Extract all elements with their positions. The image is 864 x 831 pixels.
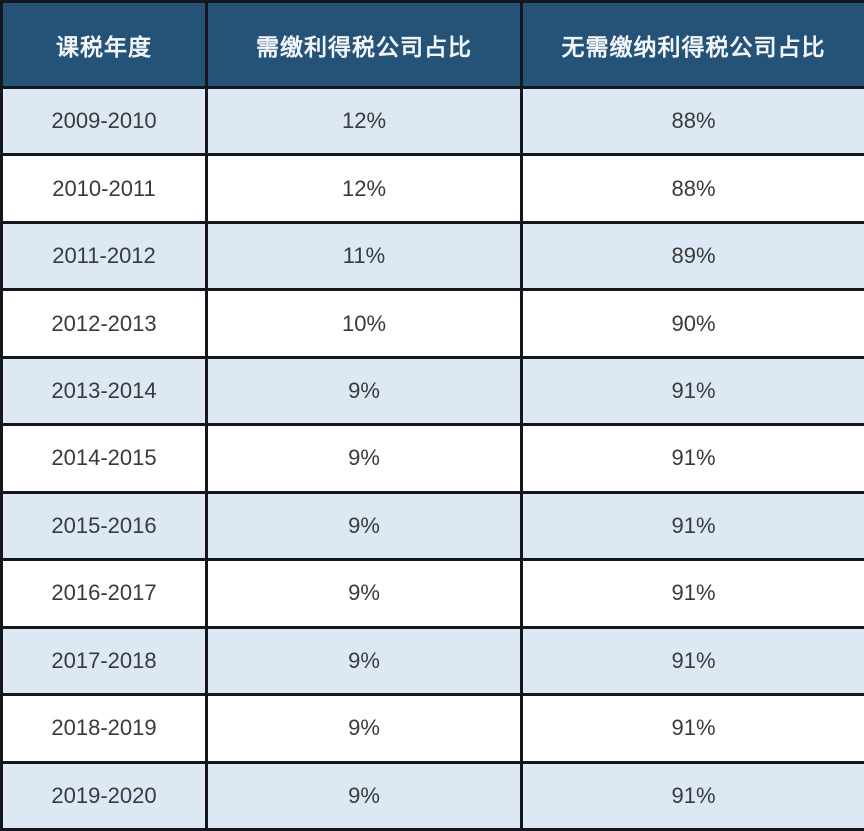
tax-year-cell: 2019-2020: [0, 760, 208, 831]
table-row: 2015-2016 9% 91%: [0, 490, 864, 562]
taxable-share-cell: 9%: [205, 760, 523, 831]
nontaxable-share-cell: 88%: [520, 153, 864, 224]
taxable-share-cell: 9%: [205, 355, 523, 427]
tax-year-cell: 2011-2012: [0, 220, 208, 292]
tax-year-cell: 2014-2015: [0, 423, 208, 494]
taxable-share-cell: 9%: [205, 625, 523, 697]
table-row: 2016-2017 9% 91%: [0, 558, 864, 629]
taxable-share-cell: 12%: [205, 85, 523, 157]
taxable-share-cell: 9%: [205, 558, 523, 629]
tax-year-cell: 2017-2018: [0, 625, 208, 697]
nontaxable-share-cell: 91%: [520, 693, 864, 764]
nontaxable-share-cell: 90%: [520, 288, 864, 359]
header-row: 课税年度 需缴利得税公司占比 无需缴纳利得税公司占比: [0, 0, 864, 89]
tax-year-cell: 2012-2013: [0, 288, 208, 359]
table-row: 2018-2019 9% 91%: [0, 693, 864, 764]
nontaxable-share-cell: 91%: [520, 558, 864, 629]
tax-year-cell: 2013-2014: [0, 355, 208, 427]
taxable-share-cell: 9%: [205, 490, 523, 562]
table-row: 2019-2020 9% 91%: [0, 760, 864, 831]
taxable-share-cell: 9%: [205, 693, 523, 764]
taxable-share-cell: 11%: [205, 220, 523, 292]
nontaxable-share-cell: 89%: [520, 220, 864, 292]
tax-year-cell: 2010-2011: [0, 153, 208, 224]
tax-year-cell: 2009-2010: [0, 85, 208, 157]
col-header-nontaxable-share: 无需缴纳利得税公司占比: [520, 0, 864, 89]
table-header: 课税年度 需缴利得税公司占比 无需缴纳利得税公司占比: [0, 0, 864, 89]
col-header-tax-year: 课税年度: [0, 0, 208, 89]
table-body: 2009-2010 12% 88% 2010-2011 12% 88% 2011…: [0, 85, 864, 831]
nontaxable-share-cell: 91%: [520, 760, 864, 831]
nontaxable-share-cell: 91%: [520, 625, 864, 697]
nontaxable-share-cell: 91%: [520, 355, 864, 427]
tax-year-cell: 2018-2019: [0, 693, 208, 764]
taxable-share-cell: 9%: [205, 423, 523, 494]
tax-year-cell: 2015-2016: [0, 490, 208, 562]
taxable-share-cell: 12%: [205, 153, 523, 224]
nontaxable-share-cell: 88%: [520, 85, 864, 157]
table-row: 2017-2018 9% 91%: [0, 625, 864, 697]
nontaxable-share-cell: 91%: [520, 423, 864, 494]
tax-year-cell: 2016-2017: [0, 558, 208, 629]
col-header-taxable-share: 需缴利得税公司占比: [205, 0, 523, 89]
table-row: 2014-2015 9% 91%: [0, 423, 864, 494]
table-row: 2012-2013 10% 90%: [0, 288, 864, 359]
table-row: 2010-2011 12% 88%: [0, 153, 864, 224]
taxable-share-cell: 10%: [205, 288, 523, 359]
nontaxable-share-cell: 91%: [520, 490, 864, 562]
table-row: 2013-2014 9% 91%: [0, 355, 864, 427]
table-row: 2009-2010 12% 88%: [0, 85, 864, 157]
table-row: 2011-2012 11% 89%: [0, 220, 864, 292]
